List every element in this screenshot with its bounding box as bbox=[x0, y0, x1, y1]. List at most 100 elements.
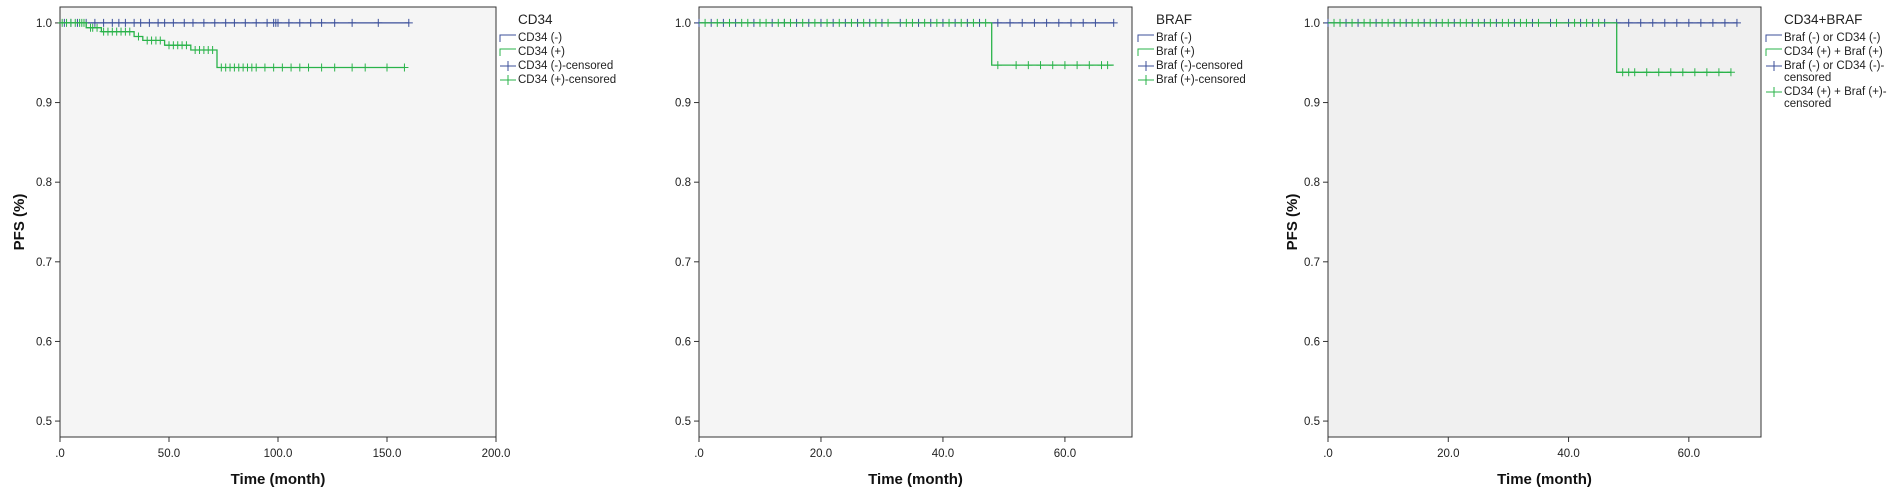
censor-mark bbox=[287, 63, 296, 72]
legend-entry: CD34 (+) + Braf (+) bbox=[1784, 46, 1883, 58]
x-tick-label: 40.0 bbox=[1557, 448, 1579, 460]
censor-mark bbox=[1462, 18, 1471, 27]
y-tick-label: 0.5 bbox=[36, 416, 52, 428]
legend-censor-symbol bbox=[1766, 87, 1782, 97]
censor-mark bbox=[1624, 18, 1633, 27]
censor-mark bbox=[1067, 18, 1076, 27]
censor-mark bbox=[969, 18, 978, 27]
legend-entry: Braf (-)-censored bbox=[1156, 60, 1243, 72]
y-tick-label: 0.9 bbox=[36, 98, 52, 110]
censor-mark bbox=[1552, 18, 1561, 27]
censor-mark bbox=[1109, 18, 1118, 27]
censor-mark bbox=[182, 41, 191, 50]
y-tick-label: 0.9 bbox=[1304, 98, 1320, 110]
censor-mark bbox=[160, 18, 169, 27]
censor-mark bbox=[1702, 68, 1711, 77]
legend-entry-line: CD34 (+) + Braf (+)- bbox=[1784, 86, 1887, 98]
censor-mark bbox=[1534, 18, 1543, 27]
y-tick-label: 0.6 bbox=[36, 336, 52, 348]
censor-mark bbox=[835, 18, 844, 27]
censor-mark bbox=[79, 18, 88, 27]
censor-mark bbox=[145, 18, 154, 27]
censor-mark bbox=[134, 32, 143, 41]
censor-mark bbox=[374, 18, 383, 27]
censor-mark bbox=[1726, 68, 1735, 77]
censor-mark bbox=[786, 18, 795, 27]
censor-mark bbox=[932, 18, 941, 27]
censor-mark bbox=[278, 63, 287, 72]
censor-mark bbox=[295, 63, 304, 72]
censor-mark bbox=[180, 18, 189, 27]
y-tick-label: 1.0 bbox=[1304, 18, 1320, 30]
censor-mark bbox=[1672, 18, 1681, 27]
legend-title: CD34 bbox=[518, 12, 553, 27]
censor-mark bbox=[993, 61, 1002, 70]
y-tick-label: 0.8 bbox=[675, 177, 691, 189]
censor-mark bbox=[348, 18, 357, 27]
censor-mark bbox=[762, 18, 771, 27]
censor-mark bbox=[306, 18, 315, 27]
legend-line-symbol bbox=[499, 48, 516, 56]
censor-mark bbox=[1036, 61, 1045, 70]
y-axis-title: PFS (%) bbox=[1284, 194, 1301, 251]
legend-entry: Braf (+)-censored bbox=[1156, 74, 1246, 86]
censor-mark bbox=[1103, 61, 1112, 70]
censor-mark bbox=[1012, 61, 1021, 70]
censor-mark bbox=[330, 18, 339, 27]
censor-mark bbox=[1654, 68, 1663, 77]
km-chart-braf: 0.5 0.6 0.7 0.8 0.9 1.0 .0 20.0 40.0 60.0 Time (mo… bbox=[675, 6, 1246, 488]
censor-mark bbox=[210, 18, 219, 27]
censor-mark bbox=[871, 18, 880, 27]
legend-censor-symbol bbox=[1138, 61, 1154, 71]
legend-entry-line: Braf (-) or CD34 (-)- bbox=[1784, 60, 1884, 72]
censor-mark bbox=[1732, 18, 1741, 27]
legend-entry: CD34 (+) + Braf (+)-censored bbox=[1784, 86, 1887, 110]
y-tick-label: 1.0 bbox=[675, 18, 691, 30]
legend-title: CD34+BRAF bbox=[1784, 12, 1862, 27]
censor-mark bbox=[188, 18, 197, 27]
censor-mark bbox=[1708, 18, 1717, 27]
censor-mark bbox=[400, 63, 409, 72]
legend-censor-symbol bbox=[1766, 61, 1782, 71]
x-tick-label: 100.0 bbox=[264, 448, 293, 460]
legend-line-symbol bbox=[1137, 34, 1154, 42]
y-tick-label: 0.7 bbox=[1304, 257, 1320, 269]
legend-entry: Braf (-) bbox=[1156, 32, 1192, 44]
legend-line-symbol bbox=[499, 34, 516, 42]
censor-mark bbox=[1348, 18, 1357, 27]
legend-entry: CD34 (+)-censored bbox=[518, 74, 616, 86]
censor-mark bbox=[1384, 18, 1393, 27]
censor-mark bbox=[99, 18, 108, 27]
censor-mark bbox=[1030, 18, 1039, 27]
censor-mark bbox=[1636, 18, 1645, 27]
censor-mark bbox=[284, 18, 293, 27]
y-tick-label: 0.7 bbox=[675, 257, 691, 269]
censor-mark bbox=[252, 18, 261, 27]
censor-mark bbox=[317, 18, 326, 27]
x-tick-label: 200.0 bbox=[482, 448, 511, 460]
censor-mark bbox=[1486, 18, 1495, 27]
censor-mark bbox=[1474, 18, 1483, 27]
x-tick-label: 50.0 bbox=[158, 448, 180, 460]
y-tick-label: 0.6 bbox=[1304, 336, 1320, 348]
censor-mark bbox=[1024, 61, 1033, 70]
censor-mark bbox=[221, 18, 230, 27]
censor-mark bbox=[957, 18, 966, 27]
censor-mark bbox=[1336, 18, 1345, 27]
censor-mark bbox=[1060, 61, 1069, 70]
censor-mark bbox=[252, 63, 261, 72]
censor-mark bbox=[1073, 61, 1082, 70]
x-tick-label: .0 bbox=[1323, 448, 1333, 460]
censor-mark bbox=[1048, 61, 1057, 70]
censor-mark bbox=[1414, 18, 1423, 27]
plot-area bbox=[698, 6, 1133, 438]
censor-mark bbox=[1042, 18, 1051, 27]
y-tick-label: 0.6 bbox=[675, 336, 691, 348]
censor-mark bbox=[330, 63, 339, 72]
censor-mark bbox=[1079, 18, 1088, 27]
censor-mark bbox=[93, 23, 102, 32]
censor-mark bbox=[156, 36, 165, 45]
censor-mark bbox=[1714, 68, 1723, 77]
censor-mark bbox=[1666, 68, 1675, 77]
censor-mark bbox=[199, 18, 208, 27]
